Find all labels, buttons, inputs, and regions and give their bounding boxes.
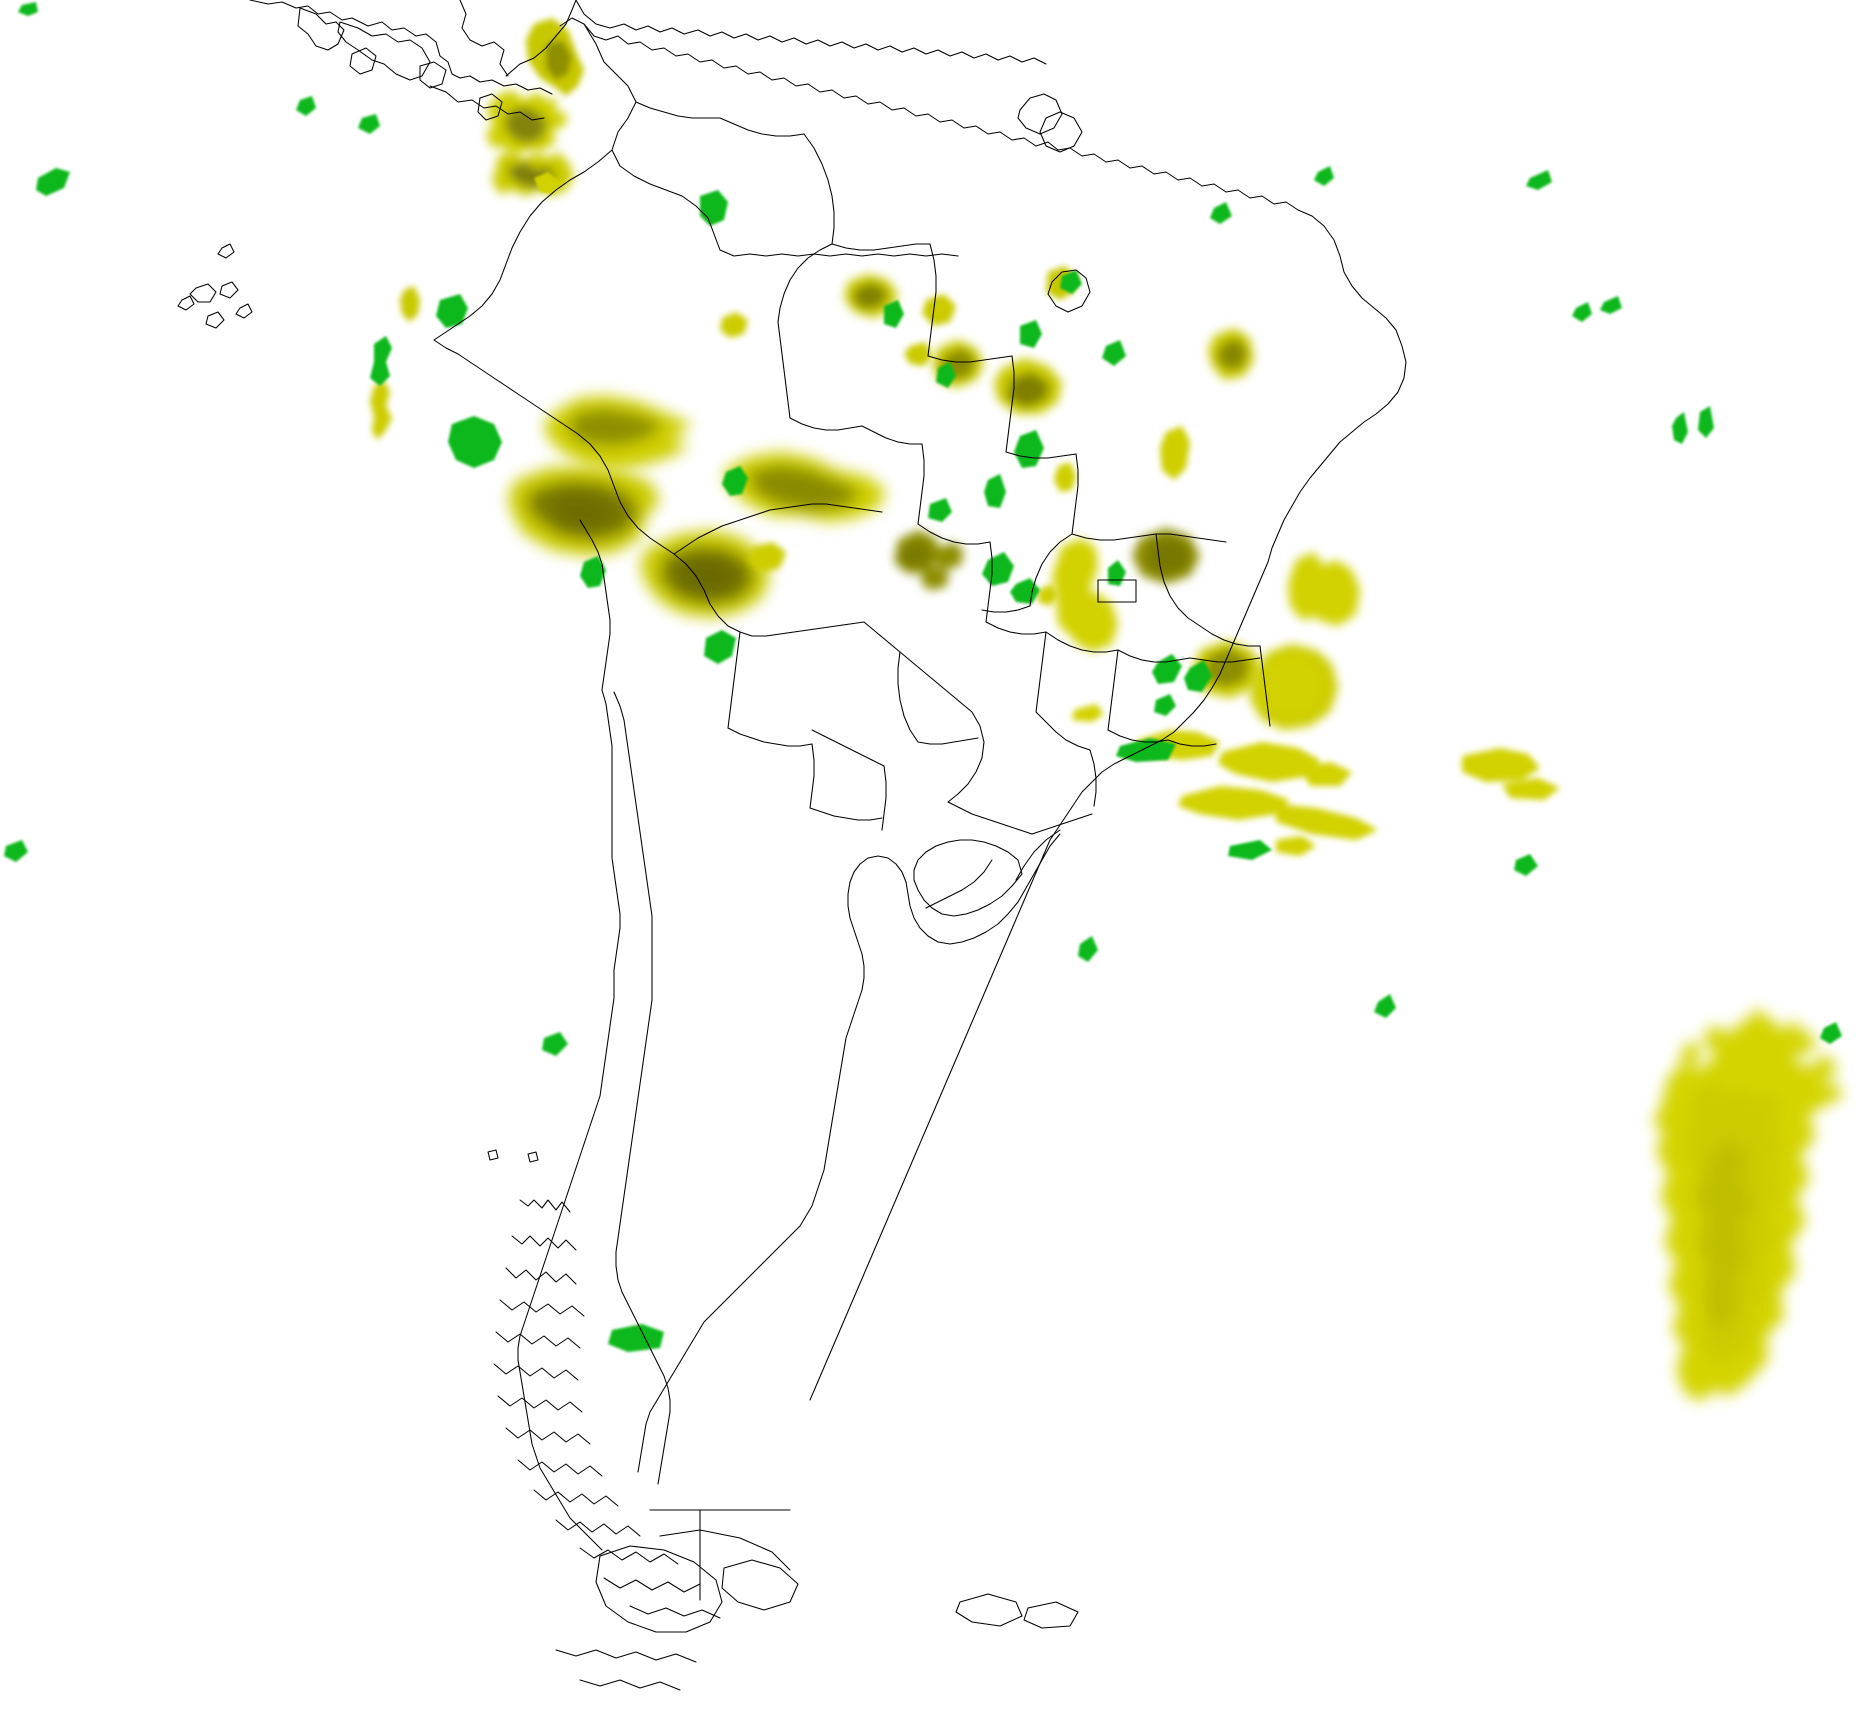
patch-green-amazon-3 bbox=[1020, 320, 1042, 348]
patch-maranhao bbox=[994, 358, 1062, 414]
patch-green-minas-2 bbox=[982, 552, 1014, 586]
patch-offshore-large-blob bbox=[1652, 1008, 1844, 1402]
patch-colombia-central bbox=[486, 90, 568, 156]
patch-green-offshore-4 bbox=[1820, 1022, 1842, 1044]
patch-andes-arc-main bbox=[544, 396, 692, 470]
patch-minas-parana-corridor bbox=[1052, 538, 1118, 652]
patch-bolivia-southwest bbox=[640, 530, 770, 618]
patch-green-uruguay-offshore bbox=[1078, 936, 1098, 962]
patch-green-island-n1 bbox=[1526, 170, 1552, 190]
administrative-border-layer bbox=[433, 23, 1271, 909]
patch-goias-pair bbox=[894, 530, 964, 590]
patch-green-sp-3 bbox=[1154, 694, 1176, 716]
patch-offshore-chain-right bbox=[1462, 748, 1560, 800]
patch-parana-thin bbox=[1072, 704, 1104, 722]
patch-green-chile-1 bbox=[542, 1032, 568, 1056]
patch-bahia-strip bbox=[1160, 426, 1190, 480]
patch-green-island-n6 bbox=[1698, 406, 1714, 438]
patch-green-ecuador bbox=[436, 294, 468, 328]
patch-bahia-north bbox=[1208, 328, 1254, 380]
patch-green-offshore-2 bbox=[1374, 994, 1396, 1018]
patch-colombia-south bbox=[492, 150, 574, 196]
patch-green-sp-2 bbox=[1184, 660, 1212, 692]
patch-peru-coast bbox=[370, 380, 392, 440]
patch-green-mato-grosso bbox=[928, 498, 952, 522]
patch-brazil-small-a bbox=[748, 542, 786, 572]
patch-offshore-yellow-small bbox=[534, 172, 560, 194]
patch-green-nw-3 bbox=[358, 114, 380, 134]
patch-green-peru-andes bbox=[448, 416, 502, 468]
patch-green-nw-2 bbox=[36, 168, 70, 196]
patch-amazon-mid-small bbox=[720, 312, 748, 338]
patch-mato-grosso bbox=[724, 452, 886, 522]
patch-green-nw-1 bbox=[18, 2, 38, 16]
patch-sao-paulo-north bbox=[1192, 552, 1360, 698]
occurrence-patch-layer-green bbox=[4, 2, 1842, 1352]
patch-andes-heartland bbox=[508, 466, 660, 556]
patch-offshore-chain-upper bbox=[1218, 742, 1352, 786]
patch-tocantins-small bbox=[1054, 462, 1076, 492]
patch-green-maranhao bbox=[1102, 340, 1126, 366]
patch-green-island-n5 bbox=[1672, 412, 1688, 444]
patch-green-para bbox=[936, 362, 956, 388]
patch-green-amazon-1 bbox=[722, 466, 748, 496]
patch-green-minas-3 bbox=[1010, 578, 1040, 604]
patch-offshore-chain-lower bbox=[1178, 786, 1378, 840]
patch-green-offshore-1 bbox=[1228, 840, 1272, 860]
patch-amazon-east-b bbox=[922, 294, 956, 326]
patch-misc-yellow-a bbox=[1038, 584, 1058, 606]
patch-green-peru-coast bbox=[370, 336, 392, 386]
patch-green-sw-island bbox=[4, 840, 28, 862]
patch-green-island-n3 bbox=[1572, 302, 1592, 322]
patch-ecuador-coast bbox=[400, 286, 420, 322]
patch-atlantic-forest bbox=[1250, 644, 1338, 730]
patch-green-chiloe bbox=[608, 1324, 664, 1352]
patch-green-amazon-2 bbox=[884, 300, 904, 328]
patch-green-goias bbox=[984, 474, 1006, 508]
patch-green-cr bbox=[296, 96, 316, 116]
patch-colombia-north bbox=[526, 18, 584, 96]
patch-green-island-n2 bbox=[1314, 166, 1334, 186]
patch-green-guyana bbox=[1210, 202, 1232, 224]
coastline-layer bbox=[177, 0, 1407, 1691]
patch-para-small bbox=[904, 342, 932, 366]
habitat-patch-layer-yellow bbox=[370, 18, 1844, 1402]
patch-green-bolivia bbox=[580, 556, 606, 588]
patch-green-bolivia-s bbox=[704, 630, 736, 664]
patch-green-offshore-3 bbox=[1514, 854, 1538, 876]
patch-offshore-small bbox=[1276, 836, 1316, 856]
patch-green-amapa bbox=[1060, 270, 1082, 294]
patch-green-island-n4 bbox=[1600, 296, 1622, 314]
